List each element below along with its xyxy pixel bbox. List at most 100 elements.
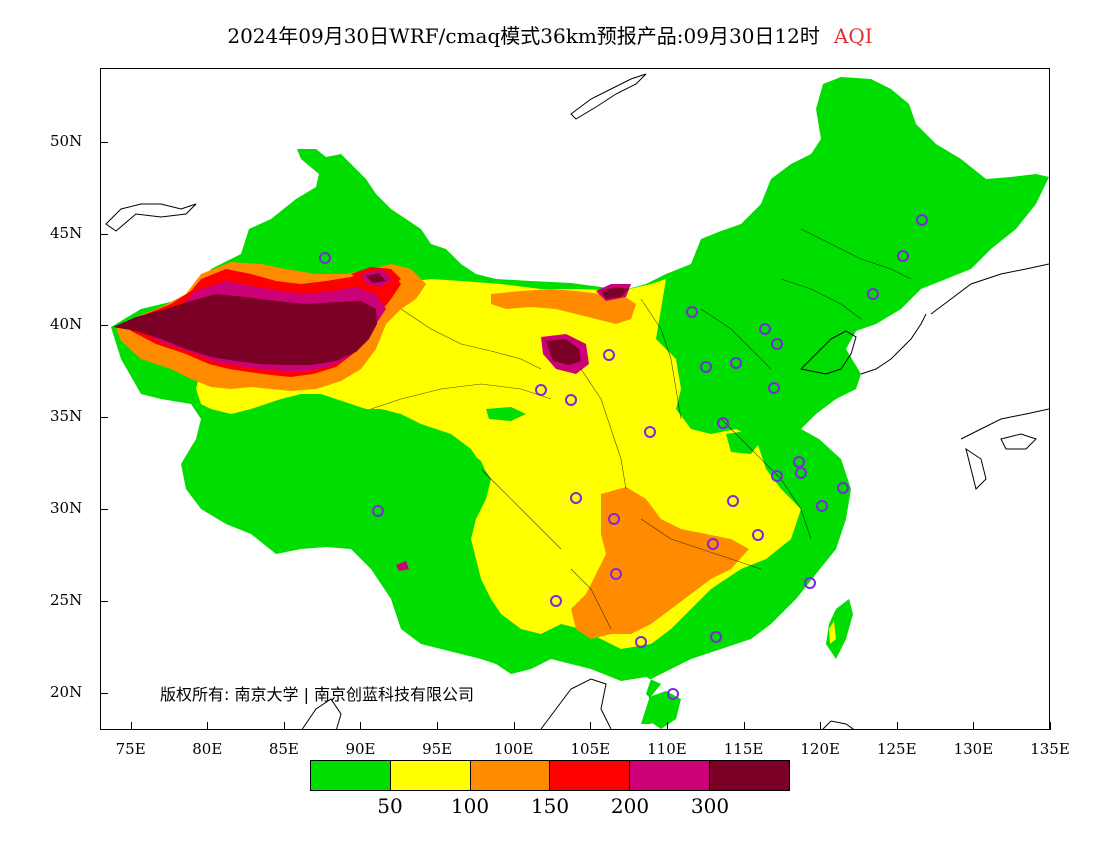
city-marker[interactable]	[768, 382, 780, 394]
aqi-legend-bar	[310, 760, 790, 791]
lon-tick	[820, 722, 822, 730]
region-taiwan	[826, 599, 853, 659]
province-border	[800, 228, 912, 280]
city-marker[interactable]	[319, 252, 331, 264]
city-marker[interactable]	[610, 568, 622, 580]
lon-tick	[666, 722, 668, 730]
city-marker[interactable]	[837, 482, 849, 494]
lon-tick	[283, 722, 285, 730]
region-good-inner	[331, 411, 489, 514]
lon-tick-label: 115E	[723, 740, 764, 758]
map-frame[interactable]	[100, 68, 1050, 730]
legend-label: 200	[610, 794, 650, 818]
city-marker[interactable]	[635, 636, 647, 648]
lon-tick-label: 120E	[800, 740, 840, 758]
city-marker[interactable]	[752, 529, 764, 541]
city-marker[interactable]	[771, 470, 783, 482]
lon-tick-label: 105E	[570, 740, 611, 758]
legend-label: 150	[530, 794, 570, 818]
region-taiwan-moderate	[829, 621, 836, 644]
lon-tick	[207, 722, 209, 730]
city-marker[interactable]	[795, 467, 807, 479]
coastline-baikal	[570, 73, 647, 120]
aqi-map	[101, 69, 1049, 729]
city-marker[interactable]	[644, 426, 656, 438]
coastline-japan-shikoku	[1000, 433, 1037, 450]
province-border	[370, 383, 552, 410]
city-markers	[319, 214, 928, 700]
city-marker[interactable]	[730, 357, 742, 369]
region-good-small	[486, 407, 526, 421]
lon-tick-label: 75E	[115, 740, 146, 758]
lat-tick	[100, 417, 108, 419]
title-text: 2024年09月30日WRF/cmaq模式36km预报产品:09月30日12时	[227, 24, 820, 48]
coastline-japan-kyushu	[965, 447, 987, 490]
legend-label: 100	[450, 794, 490, 818]
lon-tick	[130, 722, 132, 730]
city-marker[interactable]	[565, 394, 577, 406]
lat-tick-label: 35N	[50, 407, 83, 426]
province-border	[480, 468, 562, 550]
lon-tick	[743, 722, 745, 730]
legend-swatch	[710, 761, 789, 790]
province-border	[640, 518, 762, 570]
city-marker[interactable]	[717, 417, 729, 429]
city-marker[interactable]	[759, 323, 771, 335]
city-marker[interactable]	[710, 631, 722, 643]
city-marker[interactable]	[916, 214, 928, 226]
lon-tick-label: 100E	[493, 740, 534, 758]
city-marker[interactable]	[793, 456, 805, 468]
coastline-seasia2	[301, 698, 342, 729]
city-marker[interactable]	[603, 349, 615, 361]
lat-tick	[100, 233, 108, 235]
province-border	[700, 308, 772, 370]
lat-tick	[100, 693, 108, 695]
lon-tick	[360, 722, 362, 730]
region-hainan	[649, 691, 681, 729]
city-marker[interactable]	[897, 250, 909, 262]
lon-tick	[973, 722, 975, 730]
lat-tick-label: 45N	[50, 223, 83, 242]
coastlines	[105, 73, 1049, 729]
region-good-small2	[726, 431, 761, 454]
lon-tick	[437, 722, 439, 730]
city-marker[interactable]	[667, 688, 679, 700]
region-hazardous-inner	[546, 339, 581, 365]
coastline-bohai	[799, 330, 857, 375]
city-marker[interactable]	[686, 306, 698, 318]
city-marker[interactable]	[700, 361, 712, 373]
city-marker[interactable]	[372, 505, 384, 517]
legend-label: 50	[377, 794, 403, 818]
lon-tick-label: 95E	[422, 740, 453, 758]
city-marker[interactable]	[550, 595, 562, 607]
lat-tick-label: 30N	[50, 499, 83, 518]
city-marker[interactable]	[727, 495, 739, 507]
region-hazardous	[113, 294, 377, 365]
coastline-seasia	[540, 678, 612, 729]
lon-tick	[513, 722, 515, 730]
region-very-unhealthy-yunnan	[396, 561, 409, 571]
province-border	[570, 568, 612, 630]
city-marker[interactable]	[535, 384, 547, 396]
city-marker[interactable]	[867, 288, 879, 300]
province-border	[580, 368, 627, 490]
city-marker[interactable]	[570, 492, 582, 504]
legend-swatch	[550, 761, 631, 790]
lon-tick-label: 90E	[345, 740, 376, 758]
city-marker[interactable]	[804, 577, 816, 589]
lat-tick-label: 40N	[50, 315, 83, 334]
province-border	[640, 298, 682, 420]
region-hazardous-gansu	[366, 273, 386, 283]
coastline-kazakhstan-lake	[105, 203, 197, 232]
lon-tick	[590, 722, 592, 730]
legend-swatch	[390, 761, 471, 790]
city-marker[interactable]	[771, 338, 783, 350]
city-marker[interactable]	[608, 513, 620, 525]
city-marker[interactable]	[816, 500, 828, 512]
legend-label: 300	[690, 794, 730, 818]
city-marker[interactable]	[707, 538, 719, 550]
lat-tick-label: 50N	[50, 131, 83, 150]
coastline-luzon	[822, 720, 855, 729]
title-variable: AQI	[833, 24, 873, 48]
lon-tick-label: 110E	[647, 740, 687, 758]
